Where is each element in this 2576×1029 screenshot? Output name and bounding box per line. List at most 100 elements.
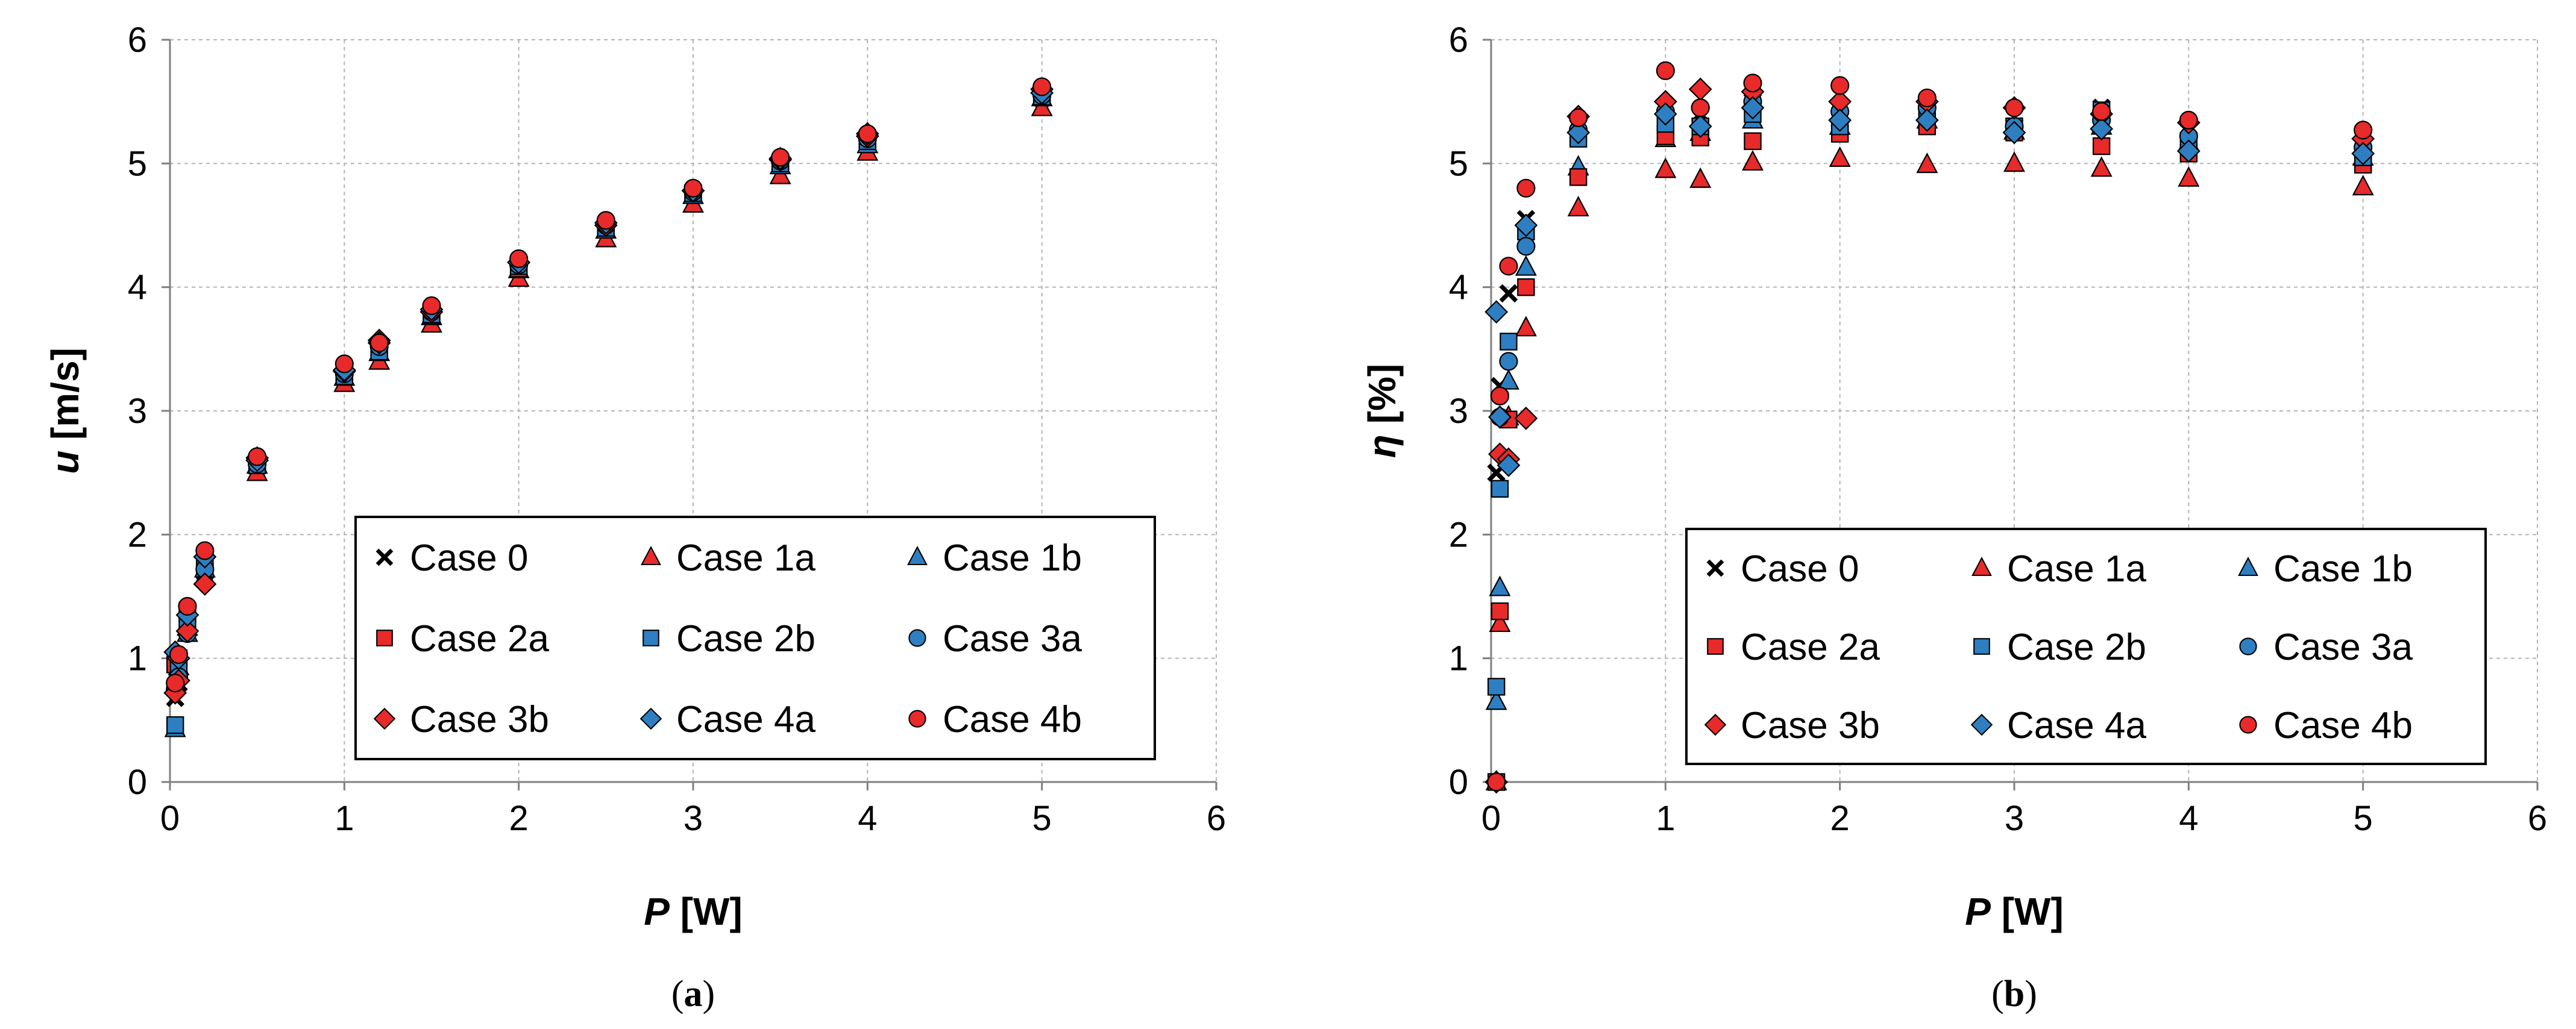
chart-a-legend-marker-case-0 bbox=[375, 548, 394, 566]
chart-b-point-case-4b-9 bbox=[1917, 88, 1937, 108]
chart-a-x-tick-label-6: 6 bbox=[1207, 799, 1226, 838]
chart-a-y-axis-label: u [m/s] bbox=[43, 348, 87, 474]
chart-a-y-tick-label-5: 5 bbox=[128, 144, 147, 183]
chart-b-legend-label-case-1b: Case 1b bbox=[2273, 548, 2413, 590]
chart-b-point-case-4b-5 bbox=[1656, 61, 1675, 80]
chart-a-legend-marker-case-2a bbox=[376, 630, 393, 646]
chart-a-y-tick-label-3: 3 bbox=[128, 392, 147, 431]
chart-b-point-case-4a-11 bbox=[2090, 117, 2114, 141]
chart-b-point-case-0-2 bbox=[1499, 284, 1518, 303]
chart-b-point-case-2b-1 bbox=[1491, 480, 1509, 498]
chart-b-point-case-4a-13 bbox=[2351, 142, 2375, 166]
chart-b-y-tick-label-5: 5 bbox=[1449, 144, 1468, 183]
chart-a-legend-label-case-1b: Case 1b bbox=[943, 537, 1082, 579]
chart-a-x-tick-label-1: 1 bbox=[335, 799, 354, 838]
chart-a-y-tick-label-4: 4 bbox=[128, 268, 147, 307]
chart-b-x-tick-label-6: 6 bbox=[2528, 799, 2547, 838]
chart-b-point-case-3a-3 bbox=[1516, 237, 1536, 256]
chart-b-point-case-4b-1 bbox=[1490, 386, 1510, 405]
chart-b-legend-label-case-2a: Case 2a bbox=[1741, 627, 1880, 668]
chart-b-legend-marker-case-3b bbox=[1704, 713, 1727, 736]
chart-b-point-case-2a-7 bbox=[1744, 132, 1762, 151]
chart-b-legend-label-case-3b: Case 3b bbox=[1741, 705, 1880, 746]
chart-a-point-case-1a-13 bbox=[1031, 95, 1053, 116]
chart-a-y-tick-label-1: 1 bbox=[128, 639, 147, 678]
chart-b-point-case-4a-2 bbox=[1497, 453, 1521, 477]
chart-a-x-tick-label-4: 4 bbox=[858, 799, 877, 838]
chart-b-y-tick-label-4: 4 bbox=[1449, 268, 1468, 307]
chart-b-legend-label-case-0: Case 0 bbox=[1741, 548, 1859, 590]
chart-a-point-case-4b-9 bbox=[596, 211, 615, 230]
chart-a-point-case-4b-2 bbox=[178, 596, 197, 616]
chart-b-x-axis-label-space bbox=[1991, 890, 2002, 933]
chart-b-legend-label-case-3a: Case 3a bbox=[2273, 627, 2413, 668]
chart-b-point-case-4a-12 bbox=[2176, 139, 2201, 163]
chart-a-point-case-4b-0 bbox=[166, 674, 185, 693]
chart-a-y-tick-label-0: 0 bbox=[128, 763, 147, 802]
chart-a-legend-marker-case-1a bbox=[641, 545, 661, 566]
chart-a-caption-letter: a bbox=[684, 974, 703, 1015]
chart-a-point-case-4b-12 bbox=[858, 124, 877, 143]
chart-b-point-case-4b-4 bbox=[1569, 108, 1588, 127]
chart-b-caption-open: ( bbox=[1991, 974, 2004, 1015]
chart-b-caption-close: ) bbox=[2025, 974, 2037, 1015]
chart-b-legend-box bbox=[1685, 528, 2487, 765]
chart-b-series-case-4b bbox=[1487, 61, 2373, 792]
chart-b-y-tick-label-2: 2 bbox=[1449, 515, 1468, 554]
chart-a-x-axis-label: P [W] bbox=[644, 890, 743, 933]
chart-a-y-axis-label-unit: [m/s] bbox=[43, 348, 87, 440]
chart-b-y-axis-label-unit: [%] bbox=[1360, 364, 1404, 424]
chart-b-point-case-4b-3 bbox=[1516, 178, 1536, 198]
chart-b-point-case-4b-12 bbox=[2179, 110, 2198, 130]
chart-b-point-case-4a-1 bbox=[1488, 405, 1512, 429]
chart-b-point-case-4b-8 bbox=[1830, 76, 1850, 95]
chart-a-y-axis-label-space bbox=[43, 440, 87, 451]
chart-b-point-case-1a-8 bbox=[1829, 146, 1851, 167]
chart-b-point-case-1b-0 bbox=[1485, 689, 1507, 710]
chart-b-point-case-3b-3 bbox=[1514, 406, 1538, 430]
chart-b-point-case-1a-10 bbox=[2003, 151, 2025, 172]
chart-b-x-tick-label-5: 5 bbox=[2354, 799, 2373, 838]
chart-b-point-case-1a-5 bbox=[1654, 157, 1677, 178]
chart-b-y-axis-label-var: η bbox=[1360, 434, 1404, 458]
chart-b-point-case-4b-11 bbox=[2092, 102, 2111, 121]
chart-b-x-axis-label: P [W] bbox=[1965, 890, 2064, 933]
chart-a-legend-box bbox=[354, 516, 1156, 760]
chart-b-point-case-4a-4 bbox=[1566, 120, 1591, 145]
chart-a-point-case-4b-11 bbox=[771, 148, 790, 167]
chart-b-x-tick-label-1: 1 bbox=[1656, 799, 1675, 838]
chart-a-x-tick-label-3: 3 bbox=[683, 799, 703, 838]
chart-b-y-tick-label-1: 1 bbox=[1449, 639, 1468, 678]
chart-a-y-tick-label-2: 2 bbox=[128, 515, 147, 554]
chart-a-legend-marker-case-3b bbox=[373, 707, 396, 730]
chart-b-legend-label-case-4a: Case 4a bbox=[2007, 705, 2146, 746]
chart-a-legend-marker-case-2b bbox=[642, 630, 659, 646]
chart-a-point-case-4b-1 bbox=[169, 645, 189, 665]
chart-b-points bbox=[1484, 61, 2375, 794]
chart-a-series-case-4b bbox=[166, 77, 1052, 693]
chart-b-legend-marker-case-4b bbox=[2239, 716, 2257, 734]
chart-b-point-case-4a-10 bbox=[2002, 120, 2026, 145]
chart-b-y-tick-label-6: 6 bbox=[1449, 20, 1468, 60]
chart-a-x-tick-label-5: 5 bbox=[1032, 799, 1052, 838]
chart-a-legend-label-case-3a: Case 3a bbox=[943, 618, 1082, 660]
chart-b-point-case-1a-9 bbox=[1916, 152, 1938, 174]
chart-b-point-case-4a-3 bbox=[1514, 213, 1538, 237]
chart-a-legend-marker-case-4b bbox=[908, 710, 926, 728]
chart-b-point-case-4b-6 bbox=[1691, 98, 1710, 117]
chart-a-point-case-4b-13 bbox=[1032, 77, 1052, 96]
chart-b-point-case-4a-8 bbox=[1828, 108, 1852, 132]
chart-b-legend-label-case-1a: Case 1a bbox=[2007, 548, 2146, 590]
chart-b-point-case-1a-4 bbox=[1567, 196, 1589, 217]
chart-b-point-case-2a-4 bbox=[1569, 168, 1588, 186]
chart-b-point-case-4a-0 bbox=[1484, 300, 1509, 324]
chart-a-point-case-2b-0 bbox=[166, 716, 184, 734]
chart-a-point-case-4b-3 bbox=[195, 541, 215, 560]
chart-b-legend-marker-case-2a bbox=[1707, 638, 1724, 655]
chart-a-y-axis-label-var: u bbox=[43, 451, 87, 474]
chart-b-y-tick-label-3: 3 bbox=[1449, 392, 1468, 431]
chart-b-point-case-1a-11 bbox=[2090, 156, 2113, 177]
chart-b-point-case-4a-7 bbox=[1741, 96, 1765, 120]
